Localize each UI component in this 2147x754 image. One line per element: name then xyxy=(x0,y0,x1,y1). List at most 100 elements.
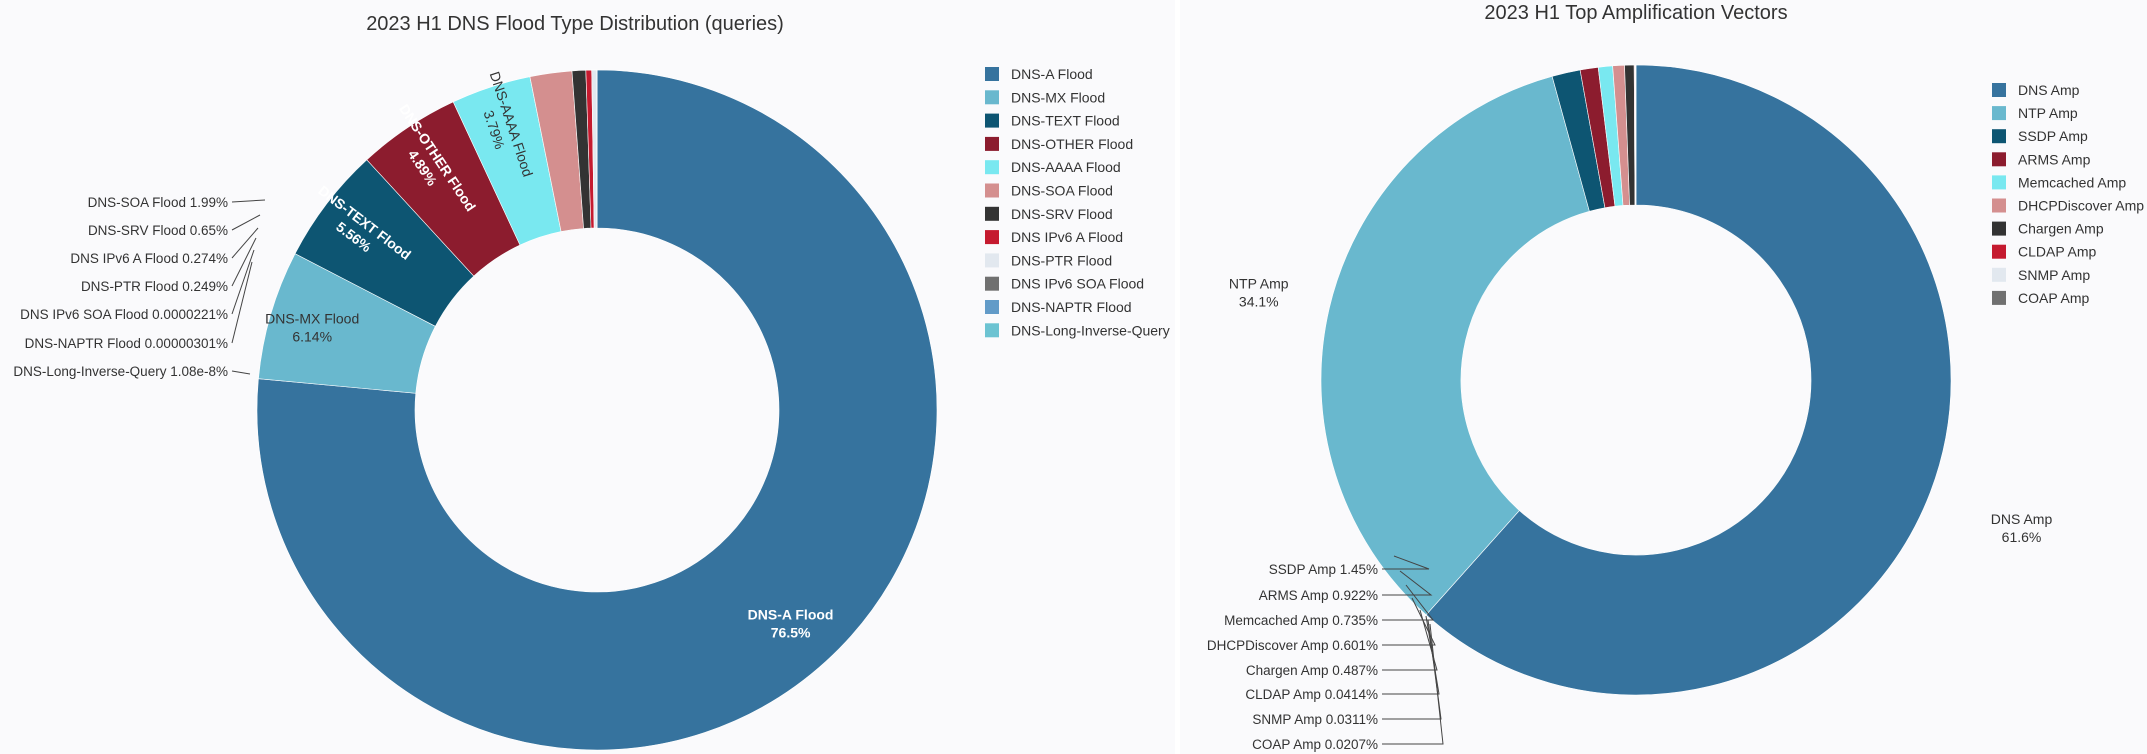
leader-line-memcached-amp xyxy=(1382,584,1435,621)
legend-swatch-ntp-amp xyxy=(1992,106,2006,121)
donut-slices xyxy=(1320,64,1952,696)
legend-swatch-dns-long-inverse-query xyxy=(985,323,999,338)
outside-label-snmp-amp: SNMP Amp 0.0311% xyxy=(1252,712,1378,727)
outside-label-dns-naptr-flood: DNS-NAPTR Flood 0.00000301% xyxy=(25,336,228,351)
legend-label-memcached-amp[interactable]: Memcached Amp xyxy=(2018,174,2126,190)
data-label-name: DNS Amp xyxy=(1991,511,2053,527)
data-label-value: 34.1% xyxy=(1239,294,1279,310)
leader-line-dns-ipv6-soa-flood xyxy=(231,249,255,315)
legend-label-dns-srv-flood[interactable]: DNS-SRV Flood xyxy=(1011,206,1113,222)
legend-swatch-dns-soa-flood xyxy=(985,183,999,198)
legend-swatch-dns-ipv6-soa-flood xyxy=(985,276,999,291)
legend-label-dns-soa-flood[interactable]: DNS-SOA Flood xyxy=(1011,183,1113,199)
legend-swatch-dns-aaaa-flood xyxy=(985,160,999,175)
leader-line-dhcpdiscover-amp xyxy=(1382,597,1436,646)
inside-labels: DNS Amp 61.6% NTP Amp 34.1% xyxy=(1229,276,2053,545)
outside-label-dhcpdiscover-amp: DHCPDiscover Amp 0.601% xyxy=(1207,638,1378,653)
outside-label-arms-amp: ARMS Amp 0.922% xyxy=(1259,588,1378,603)
legend-label-dns-ipv6-a-flood[interactable]: DNS IPv6 A Flood xyxy=(1011,229,1123,245)
data-label-value: 6.14% xyxy=(292,329,332,345)
outside-label-dns-ptr-flood: DNS-PTR Flood 0.249% xyxy=(81,279,228,294)
legend-label-dns-naptr-flood[interactable]: DNS-NAPTR Flood xyxy=(1011,299,1132,315)
leader-line-dns-ipv6-a-flood xyxy=(231,227,259,259)
slice-ntp-amp[interactable] xyxy=(1320,75,1590,616)
outside-label-ssdp-amp: SSDP Amp 1.45% xyxy=(1269,562,1378,577)
outside-label-dns-long-inverse-query: DNS-Long-Inverse-Query 1.08e-8% xyxy=(13,364,228,379)
amplification-vectors-donut-chart: 2023 H1 Top Amplification Vectors DNS Am… xyxy=(1207,2,2144,752)
outside-label-memcached-amp: Memcached Amp 0.735% xyxy=(1224,613,1378,628)
legend-swatch-dns-amp xyxy=(1992,83,2006,97)
chart-title: 2023 H1 DNS Flood Type Distribution (que… xyxy=(366,13,784,35)
leader-line-chargen-amp xyxy=(1382,609,1438,671)
data-label-name: DNS-MX Flood xyxy=(265,311,359,327)
legend: DNS-A Flood DNS-MX Flood DNS-TEXT Flood DNS… xyxy=(985,66,1170,338)
leader-line-dns-srv-flood xyxy=(231,214,261,231)
legend: DNS Amp NTP Amp SSDP Amp ARMS Amp Memcached … xyxy=(1992,82,2144,306)
legend-label-dns-ipv6-soa-flood[interactable]: DNS IPv6 SOA Flood xyxy=(1011,276,1144,292)
legend-swatch-dns-ipv6-a-flood xyxy=(985,230,999,245)
slice-dns-a-flood[interactable] xyxy=(256,69,938,751)
outside-label-dns-ipv6-soa-flood: DNS IPv6 SOA Flood 0.0000221% xyxy=(20,307,228,322)
legend-label-chargen-amp[interactable]: Chargen Amp xyxy=(2018,221,2104,237)
legend-label-arms-amp[interactable]: ARMS Amp xyxy=(2018,151,2091,167)
outside-labels: SSDP Amp 1.45% ARMS Amp 0.922% Memcached A… xyxy=(1207,555,1444,752)
data-label-name: NTP Amp xyxy=(1229,276,1289,292)
data-label-value: 76.5% xyxy=(771,624,811,640)
legend-swatch-dns-text-flood xyxy=(985,113,999,128)
legend-swatch-dns-mx-flood xyxy=(985,90,999,105)
legend-swatch-dns-a-flood xyxy=(985,67,999,81)
legend-label-dns-a-flood[interactable]: DNS-A Flood xyxy=(1011,66,1093,82)
leader-line-dns-soa-flood xyxy=(231,199,266,203)
legend-label-dns-amp[interactable]: DNS Amp xyxy=(2018,82,2080,98)
legend-swatch-dns-other-flood xyxy=(985,136,999,151)
outside-label-dns-soa-flood: DNS-SOA Flood 1.99% xyxy=(88,195,228,210)
leader-line-dns-naptr-flood xyxy=(231,261,253,344)
legend-label-cldap-amp[interactable]: CLDAP Amp xyxy=(2018,244,2097,260)
legend-label-dns-ptr-flood[interactable]: DNS-PTR Flood xyxy=(1011,252,1112,268)
leader-line-ssdp-amp xyxy=(1382,555,1430,570)
legend-label-ssdp-amp[interactable]: SSDP Amp xyxy=(2018,128,2088,144)
legend-swatch-cldap-amp xyxy=(1992,244,2006,259)
legend-label-snmp-amp[interactable]: SNMP Amp xyxy=(2018,267,2090,283)
outside-labels: DNS-SOA Flood 1.99% DNS-SRV Flood 0.65% DN… xyxy=(13,195,266,379)
slice-dns-amp[interactable] xyxy=(1425,64,1952,696)
legend-label-coap-amp[interactable]: COAP Amp xyxy=(2018,290,2090,306)
legend-label-dns-long-inverse-query[interactable]: DNS-Long-Inverse-Query xyxy=(1011,322,1170,338)
legend-label-dns-aaaa-flood[interactable]: DNS-AAAA Flood xyxy=(1011,159,1121,175)
legend-swatch-memcached-amp xyxy=(1992,175,2006,190)
leader-line-cldap-amp xyxy=(1382,615,1440,695)
legend-label-dns-mx-flood[interactable]: DNS-MX Flood xyxy=(1011,89,1105,105)
leader-line-coap-amp xyxy=(1382,623,1444,745)
legend-swatch-dns-naptr-flood xyxy=(985,300,999,314)
leader-line-dns-long-inverse-query xyxy=(231,370,251,375)
leader-line-snmp-amp xyxy=(1382,619,1442,720)
legend-label-dns-other-flood[interactable]: DNS-OTHER Flood xyxy=(1011,136,1133,152)
data-label-dns-a-flood: DNS-A Flood 76.5% xyxy=(748,606,834,640)
legend-swatch-coap-amp xyxy=(1992,290,2006,305)
data-label-ntp-amp: NTP Amp 34.1% xyxy=(1229,276,1289,310)
outside-label-coap-amp: COAP Amp 0.0207% xyxy=(1252,737,1378,752)
data-label-name: DNS-A Flood xyxy=(748,606,834,622)
dns-flood-donut-chart: 2023 H1 DNS Flood Type Distribution (que… xyxy=(13,13,1170,751)
legend-swatch-arms-amp xyxy=(1992,152,2006,167)
data-label-dns-mx-flood: DNS-MX Flood 6.14% xyxy=(265,311,359,345)
legend-label-dns-text-flood[interactable]: DNS-TEXT Flood xyxy=(1011,113,1120,129)
legend-swatch-chargen-amp xyxy=(1992,221,2006,236)
outside-label-dns-srv-flood: DNS-SRV Flood 0.65% xyxy=(88,223,228,238)
legend-swatch-dhcpdiscover-amp xyxy=(1992,198,2006,213)
leader-line-dns-ptr-flood xyxy=(231,237,257,287)
chart-title: 2023 H1 Top Amplification Vectors xyxy=(1484,2,1787,24)
legend-swatch-ssdp-amp xyxy=(1992,129,2006,144)
legend-label-ntp-amp[interactable]: NTP Amp xyxy=(2018,105,2078,121)
data-label-dns-amp: DNS Amp 61.6% xyxy=(1991,511,2053,545)
outside-label-cldap-amp: CLDAP Amp 0.0414% xyxy=(1245,687,1378,702)
data-label-value: 61.6% xyxy=(2002,529,2042,545)
outside-label-dns-ipv6-a-flood: DNS IPv6 A Flood 0.274% xyxy=(70,251,228,266)
donut-slices xyxy=(256,69,938,751)
legend-swatch-dns-ptr-flood xyxy=(985,253,999,268)
legend-swatch-dns-srv-flood xyxy=(985,206,999,221)
legend-swatch-snmp-amp xyxy=(1992,267,2006,282)
outside-label-chargen-amp: Chargen Amp 0.487% xyxy=(1246,663,1378,678)
legend-label-dhcpdiscover-amp[interactable]: DHCPDiscover Amp xyxy=(2018,198,2144,214)
